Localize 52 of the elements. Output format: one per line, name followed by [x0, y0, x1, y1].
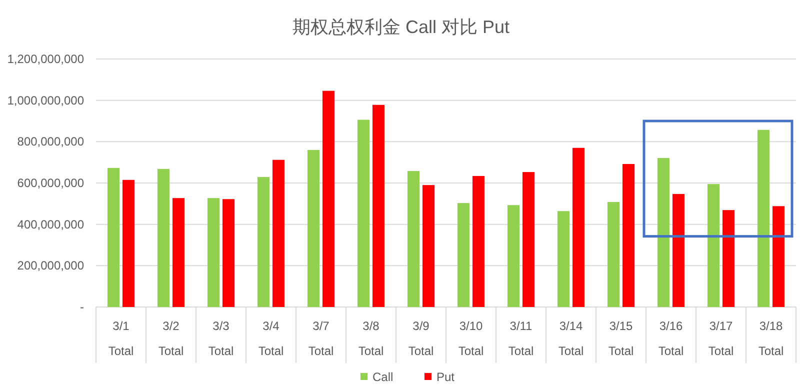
x-tick-label: 3/7 Total	[308, 319, 334, 358]
bar	[722, 210, 734, 307]
bar	[658, 158, 670, 307]
bar	[108, 168, 120, 307]
bar	[258, 177, 270, 307]
x-tick-label: 3/2 Total	[158, 319, 184, 358]
x-tick-label: 3/14 Total	[558, 319, 584, 358]
bar	[672, 194, 684, 307]
x-tick-label: 3/18 Total	[758, 319, 784, 358]
legend-label: Put	[436, 370, 456, 384]
x-tick-label: 3/9 Total	[408, 319, 434, 358]
x-tick-label: 3/11 Total	[508, 319, 534, 358]
bar	[208, 198, 220, 307]
bar	[772, 206, 784, 307]
bar	[708, 184, 720, 307]
bar	[558, 211, 570, 307]
x-tick-label: 3/10 Total	[458, 319, 484, 358]
x-tick-label: 3/8 Total	[358, 319, 384, 358]
chart-title: 期权总权利金 Call 对比 Put	[292, 17, 510, 37]
x-tick-label: 3/1 Total	[108, 319, 134, 358]
bar	[222, 199, 234, 307]
bar	[422, 185, 434, 307]
bar	[358, 120, 370, 307]
bar	[172, 198, 184, 307]
bar	[308, 150, 320, 307]
bar	[158, 168, 170, 307]
bar	[472, 176, 484, 307]
y-tick-label: 1,000,000,000	[7, 93, 84, 108]
bar	[372, 104, 384, 307]
bar	[608, 202, 620, 307]
x-tick-label: 3/16 Total	[658, 319, 684, 358]
bar	[572, 148, 584, 307]
legend-label: Call	[372, 370, 394, 384]
y-tick-label: -	[80, 300, 84, 314]
x-tick-label: 3/4 Total	[258, 319, 284, 358]
bar	[458, 203, 470, 307]
x-tick-label: 3/15 Total	[608, 319, 634, 358]
bar	[622, 164, 634, 307]
x-tick-label: 3/3 Total	[208, 319, 234, 358]
y-tick-label: 800,000,000	[17, 134, 84, 149]
bar	[272, 160, 284, 307]
y-tick-label: 200,000,000	[17, 258, 84, 273]
bar	[408, 171, 420, 307]
y-tick-label: 600,000,000	[17, 176, 84, 190]
bar	[758, 130, 770, 307]
x-tick-label: 3/17 Total	[708, 319, 734, 358]
y-tick-label: 1,200,000,000	[7, 52, 84, 66]
bar	[322, 90, 334, 307]
bar	[522, 172, 534, 307]
y-tick-label: 400,000,000	[17, 217, 84, 232]
bar	[122, 180, 134, 307]
bar	[508, 205, 520, 307]
